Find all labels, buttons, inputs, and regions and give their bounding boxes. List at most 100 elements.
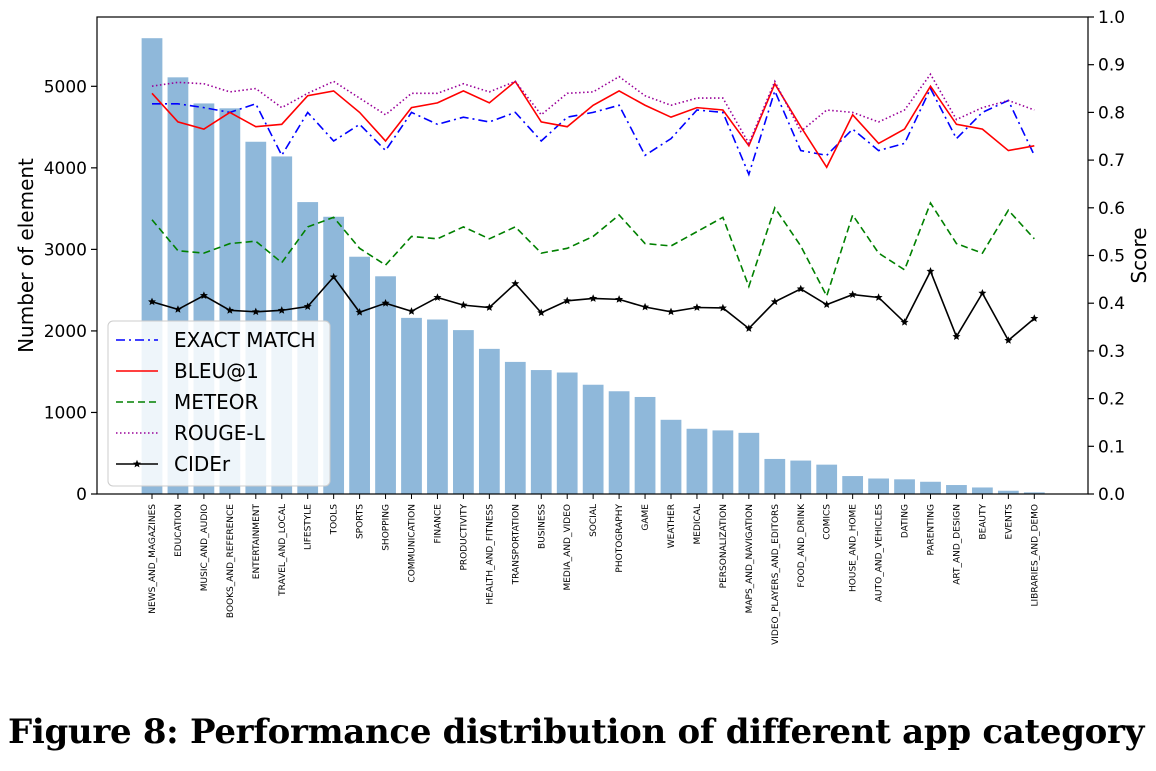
bar-video-players-and-editors [764,458,786,494]
bar-maps-and-navigation [738,432,760,494]
bar-beauty [972,487,993,494]
left-tick-label: 0 [76,485,87,505]
point-cider [407,307,416,315]
left-y-axis: 0 1000 2000 3000 4000 5000 Number of element [14,77,97,505]
bar-finance [427,319,448,494]
x-tick-label: WEATHER [667,504,677,548]
bar-comics [816,464,838,494]
bar-business [530,370,552,494]
x-tick-label: FINANCE [433,504,443,544]
x-tick-label: PARENTING [927,504,937,556]
left-tick-label: 4000 [44,159,87,179]
point-cider [511,279,520,288]
performance-chart: 0 1000 2000 3000 4000 5000 Number of element 0… [14,8,1151,645]
legend-label: CIDEr [174,452,231,476]
point-cider [667,307,675,316]
x-tick-label: NEWS_AND_MAGAZINES [148,504,158,614]
bar-transportation [504,361,526,494]
point-cider [199,291,208,299]
x-tick-label: HEALTH_AND_FITNESS [485,504,495,605]
score-lines [148,72,1039,344]
bar-productivity [453,330,474,494]
bar-personalization [712,430,734,494]
bar-food-and-drink [790,460,812,494]
x-tick-label: FOOD_AND_DRINK [797,503,807,588]
x-tick-label: LIFESTYLE [304,504,314,550]
point-cider [277,306,286,314]
x-tick-label: BUSINESS [537,504,547,549]
bar-sports [349,256,370,494]
point-cider [615,295,624,303]
x-tick-label: COMMUNICATION [408,504,418,583]
point-cider [926,267,935,275]
bar-art-and-design [946,485,967,494]
x-tick-label: PHOTOGRAPHY [615,504,625,573]
x-tick-label: EDUCATION [174,504,184,557]
bar-media-and-video [556,372,578,494]
legend-box [107,320,331,487]
point-cider [1004,336,1013,344]
x-tick-label: MAPS_AND_NAVIGATION [745,504,755,613]
x-tick-label: HOUSE_AND_HOME [849,504,859,592]
x-tick-label: MUSIC_AND_AUDIO [200,504,210,591]
x-tick-label: GAME [641,504,651,531]
x-tick-label: AUTO_AND_VEHICLES [875,504,885,602]
point-cider [251,307,260,316]
bar-shopping [375,276,396,494]
point-cider [718,303,727,312]
legend-marker [133,459,141,468]
point-cider [848,290,857,299]
point-cider [978,288,987,297]
point-cider [303,302,312,310]
legend-label: ROUGE-L [174,421,266,445]
point-cider [355,308,364,316]
figure-caption: Figure 8: Performance distribution of di… [8,712,1145,752]
bar-auto-and-vehicles [868,478,889,494]
x-tick-label: TRAVEL_AND_LOCAL [278,504,288,597]
right-tick-label: 0.7 [1098,151,1125,171]
point-cider [589,294,598,302]
x-tick-label: MEDICAL [693,504,703,545]
bar-parenting [920,481,941,494]
bar-dating [894,479,915,494]
right-tick-label: 1.0 [1098,8,1125,28]
x-tick-label: TOOLS [330,504,340,536]
line-meteor [151,201,1035,299]
line-bleu-1 [151,80,1035,169]
x-tick-label: VIDEO_PLAYERS_AND_EDITORS [771,504,781,645]
point-cider [874,293,883,301]
bar-house-and-home [842,476,864,494]
x-tick-label: ENTERTAINMENT [252,504,262,580]
x-tick-label: EVENTS [1004,504,1014,540]
line-rouge-l [151,72,1035,146]
legend: EXACT MATCH BLEU@1 METEOR ROUGE-L CIDEr [107,320,331,487]
x-tick-label: PERSONALIZATION [719,504,729,588]
x-tick-label: LIBRARIES_AND_DEMO [1030,504,1040,606]
left-tick-label: 5000 [44,77,87,97]
point-cider [770,297,779,306]
point-cider [744,324,753,332]
x-tick-label: MEDIA_AND_VIDEO [563,504,573,591]
left-tick-label: 1000 [44,403,87,423]
point-cider [485,303,494,311]
bar-medical [686,428,708,494]
x-tick-label: BEAUTY [978,504,988,540]
x-tick-label: COMICS [823,504,833,540]
bar-events [997,490,1019,494]
right-tick-label: 0.3 [1098,342,1125,362]
point-cider [641,302,650,311]
point-cider [433,293,442,301]
x-tick-label: PRODUCTIVITY [459,504,469,571]
right-tick-label: 0.4 [1098,294,1125,314]
right-y-axis: 0.0 0.1 0.2 0.3 0.4 0.5 0.6 0.7 0.8 0.9 1.0 Score [1088,8,1151,505]
legend-label: METEOR [174,390,258,414]
right-tick-label: 0.8 [1098,103,1125,123]
point-cider [148,297,156,306]
right-tick-label: 0.6 [1098,199,1125,219]
x-tick-label: SOCIAL [589,504,599,537]
point-cider [822,300,831,309]
right-tick-label: 0.5 [1098,247,1125,267]
x-tick-label: DATING [901,504,911,538]
x-tick-label: ART_AND_DESIGN [952,504,962,585]
x-tick-label: SPORTS [356,504,366,539]
